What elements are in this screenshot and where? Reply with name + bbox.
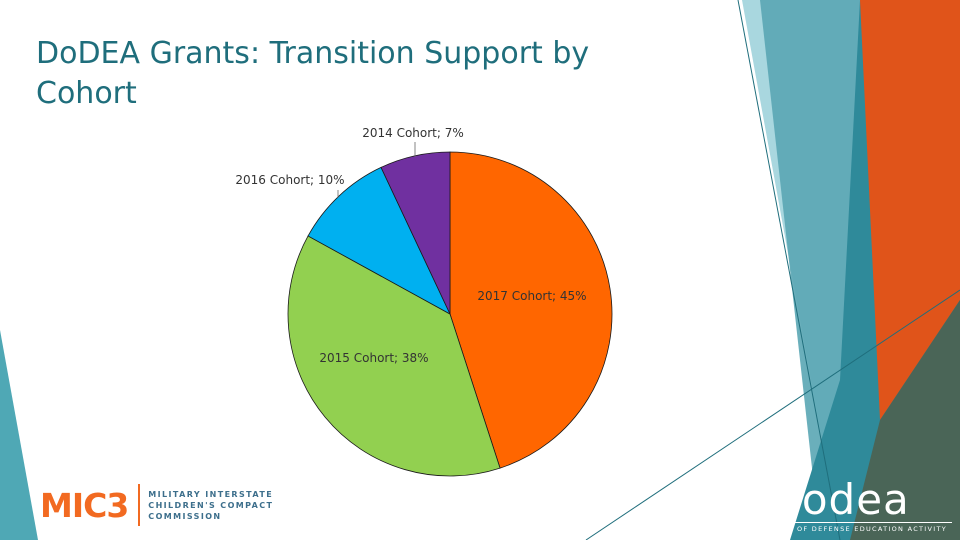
pie-slice-2015-cohort [287,235,501,477]
mic3-subtitle-line: CHILDREN'S COMPACT [148,500,274,510]
data-label-2016-cohort: 2016 Cohort; 10% [235,173,344,187]
mic3-wordmark: MIC3 [40,485,129,525]
deco-line-2 [585,289,960,540]
mic3-subtitle-line: COMMISSION [148,511,222,521]
mic3-divider [138,484,141,526]
deco-orange-panel [860,0,960,420]
slide-title: DoDEA Grants: Transition Support by Coho… [36,36,590,111]
deco-line-1 [737,0,841,540]
mic3-subtitle: MILITARY INTERSTATE CHILDREN'S COMPACT C… [148,489,273,522]
dodea-logo: dodea DEPARTMENT OF DEFENSE EDUCATION AC… [726,478,958,533]
data-label-2014-cohort: 2014 Cohort; 7% [362,126,464,140]
data-label-2015-cohort: 2015 Cohort; 38% [319,351,428,365]
mic3-logo: MIC3 MILITARY INTERSTATE CHILDREN'S COMP… [40,483,273,527]
pie-slice-2017-cohort [449,151,613,469]
dodea-subtitle: DEPARTMENT OF DEFENSE EDUCATION ACTIVITY [732,522,952,533]
mic3-subtitle-line: MILITARY INTERSTATE [148,489,274,499]
deco-left-teal-strip [0,330,38,540]
dodea-wordmark: dodea [774,475,910,524]
deco-gray-panel [850,300,960,540]
pie-slice-2016-cohort [307,166,451,315]
data-label-2017-cohort: 2017 Cohort; 45% [477,289,586,303]
